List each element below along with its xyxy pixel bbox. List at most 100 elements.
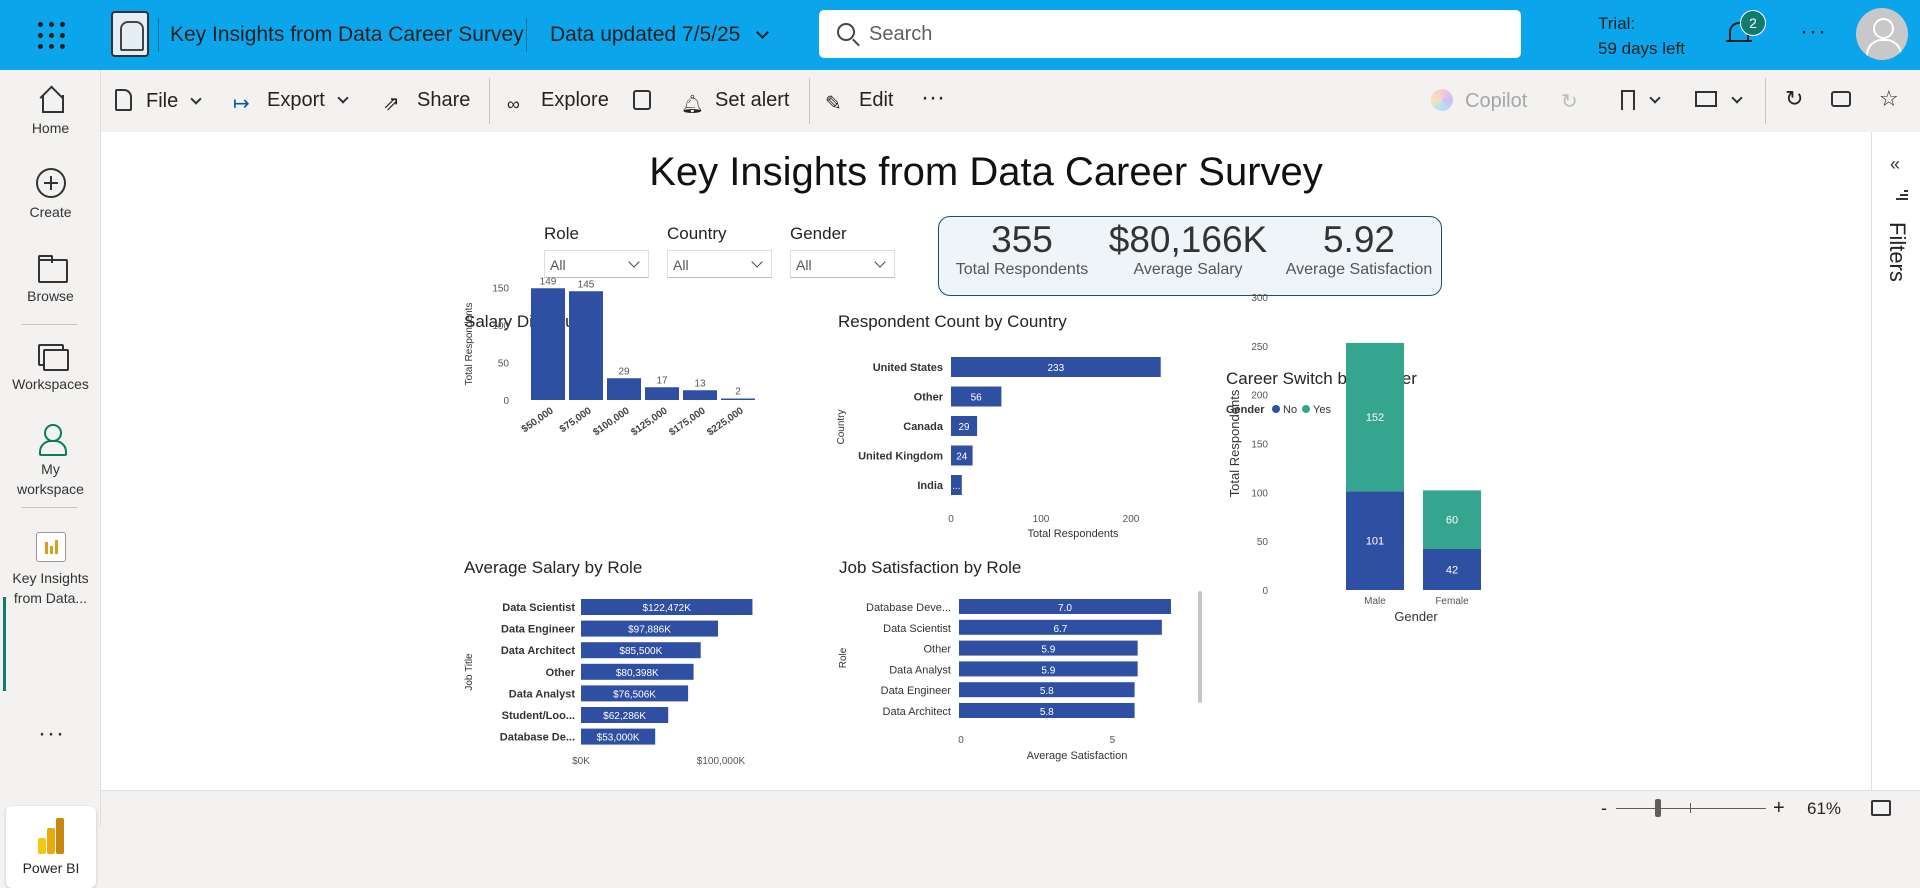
left-navigation: Home Create Browse Workspaces My workspa… (0, 70, 101, 888)
slicer-country-dropdown[interactable]: All (667, 250, 772, 278)
notification-count-badge: 2 (1740, 10, 1766, 36)
zoom-slider-track[interactable] (1616, 808, 1766, 809)
bar (959, 682, 1135, 698)
my-workspace-person-icon (36, 423, 67, 456)
trial-status[interactable]: Trial: 59 days left (1598, 11, 1685, 61)
bar (959, 619, 1162, 635)
filters-label[interactable]: Filters (1885, 222, 1910, 282)
export-menu[interactable]: ↦ Export (233, 89, 349, 115)
slicer-gender-dropdown[interactable]: All (790, 250, 895, 278)
kpi-label: Average Satisfaction (1285, 261, 1433, 278)
edit-button[interactable]: ✎ Edit (825, 89, 893, 115)
data-label: 29 (618, 366, 630, 377)
subscribe-button[interactable] (633, 89, 665, 112)
data-updated-dropdown[interactable]: Data updated 7/5/25 (550, 23, 770, 47)
trial-days-left: 59 days left (1598, 39, 1685, 58)
favorite-star-icon[interactable]: ☆ (1879, 86, 1899, 111)
slicer-role-dropdown[interactable]: All (544, 250, 649, 278)
data-label: $62,286K (603, 711, 646, 722)
chevron-down-icon (337, 92, 349, 104)
bookmark-icon (1621, 90, 1635, 110)
data-label: 2 (735, 387, 741, 398)
nav-browse[interactable]: Browse (0, 252, 101, 304)
file-label: File (146, 90, 179, 112)
user-avatar[interactable] (1856, 8, 1908, 60)
zoom-out-button[interactable]: - (1601, 798, 1607, 818)
data-label: 101 (1366, 536, 1384, 548)
status-bar: - + 61% (101, 790, 1920, 826)
filters-pane[interactable]: « Filters (1871, 132, 1920, 790)
explore-button[interactable]: ∞ Explore (507, 89, 609, 116)
y-tick-label: Data Analyst (889, 664, 951, 676)
y-tick-label: Data Engineer (501, 624, 576, 636)
data-label: 5.8 (1040, 707, 1054, 718)
share-icon: ⇗ (383, 93, 400, 115)
bar (951, 445, 973, 466)
nav-create[interactable]: Create (0, 168, 101, 220)
x-axis-label: Average Satisfaction (1027, 750, 1128, 762)
bar (581, 707, 669, 723)
top-bar: Key Insights from Data Career Survey Dat… (0, 0, 1920, 70)
divider (526, 18, 527, 52)
slicer-role[interactable]: Role All (544, 224, 649, 278)
share-button[interactable]: ⇗ Share (383, 89, 471, 115)
filter-icon (1896, 190, 1908, 202)
search-input[interactable]: Search (869, 23, 933, 45)
x-tick-label: $175,000 (667, 405, 708, 438)
data-label: 145 (578, 279, 595, 290)
nav-home-label: Home (31, 120, 70, 136)
zoom-slider-thumb[interactable] (1655, 799, 1661, 817)
divider (158, 18, 159, 52)
slicer-country[interactable]: Country All (667, 224, 772, 278)
power-bi-app-switcher[interactable]: Power BI (6, 806, 96, 888)
chevron-down-icon (190, 93, 202, 105)
report-title[interactable]: Key Insights from Data Career Survey (170, 23, 524, 46)
data-label: $122,472K (643, 603, 692, 614)
data-label: 6.7 (1053, 624, 1067, 635)
app-launcher-icon[interactable] (36, 20, 66, 50)
file-menu[interactable]: File (115, 89, 202, 113)
nav-my-workspace[interactable]: My workspace (0, 423, 101, 499)
set-alert-button[interactable]: 🔔︎ Set alert (681, 89, 789, 116)
view-icon (1695, 91, 1717, 107)
kpi-average-salary: $80,166K Average Salary (1103, 217, 1273, 279)
more-options-icon[interactable]: ··· (1800, 18, 1827, 45)
view-menu[interactable] (1695, 89, 1743, 112)
subscribe-icon (633, 90, 651, 110)
data-label: 24 (956, 452, 968, 463)
y-tick-label: 0 (503, 396, 509, 407)
bar (683, 390, 717, 400)
copilot-button[interactable]: Copilot (1431, 89, 1527, 113)
slicer-gender[interactable]: Gender All (790, 224, 895, 278)
bookmark-menu[interactable] (1621, 89, 1661, 112)
file-icon (115, 89, 132, 111)
copilot-icon (1431, 89, 1453, 111)
refresh-icon[interactable]: ↻ (1785, 86, 1804, 111)
toolbar-more-icon[interactable]: ··· (921, 84, 945, 111)
bar (959, 703, 1135, 718)
nav-current-report[interactable]: Key Insights from Data... (0, 532, 101, 608)
nav-workspaces[interactable]: Workspaces (0, 340, 101, 392)
power-bi-logo (36, 818, 66, 854)
data-label: 42 (1446, 564, 1458, 576)
fit-to-page-icon[interactable] (1871, 800, 1891, 816)
collapse-double-chevron-icon[interactable]: « (1890, 154, 1901, 174)
nav-home[interactable]: Home (0, 84, 101, 136)
folder-icon (36, 252, 68, 283)
search-box[interactable]: Search (819, 10, 1521, 58)
comment-icon[interactable] (1831, 89, 1865, 112)
zoom-slider-tick (1690, 803, 1691, 813)
trial-label: Trial: (1598, 14, 1636, 33)
bar (959, 599, 1171, 614)
data-label: $53,000K (597, 733, 640, 744)
zoom-level[interactable]: 61% (1807, 799, 1842, 818)
zoom-in-button[interactable]: + (1773, 797, 1785, 819)
nav-more-icon[interactable]: ··· (38, 720, 65, 747)
y-tick-label: Data Analyst (509, 688, 576, 700)
bar (951, 357, 1161, 377)
binoculars-icon: ∞ (507, 94, 520, 114)
refresh-visual-icon[interactable]: ↻ (1561, 91, 1578, 113)
share-label: Share (417, 89, 471, 111)
bar (569, 291, 603, 400)
y-tick-label: Data Scientist (502, 602, 575, 614)
